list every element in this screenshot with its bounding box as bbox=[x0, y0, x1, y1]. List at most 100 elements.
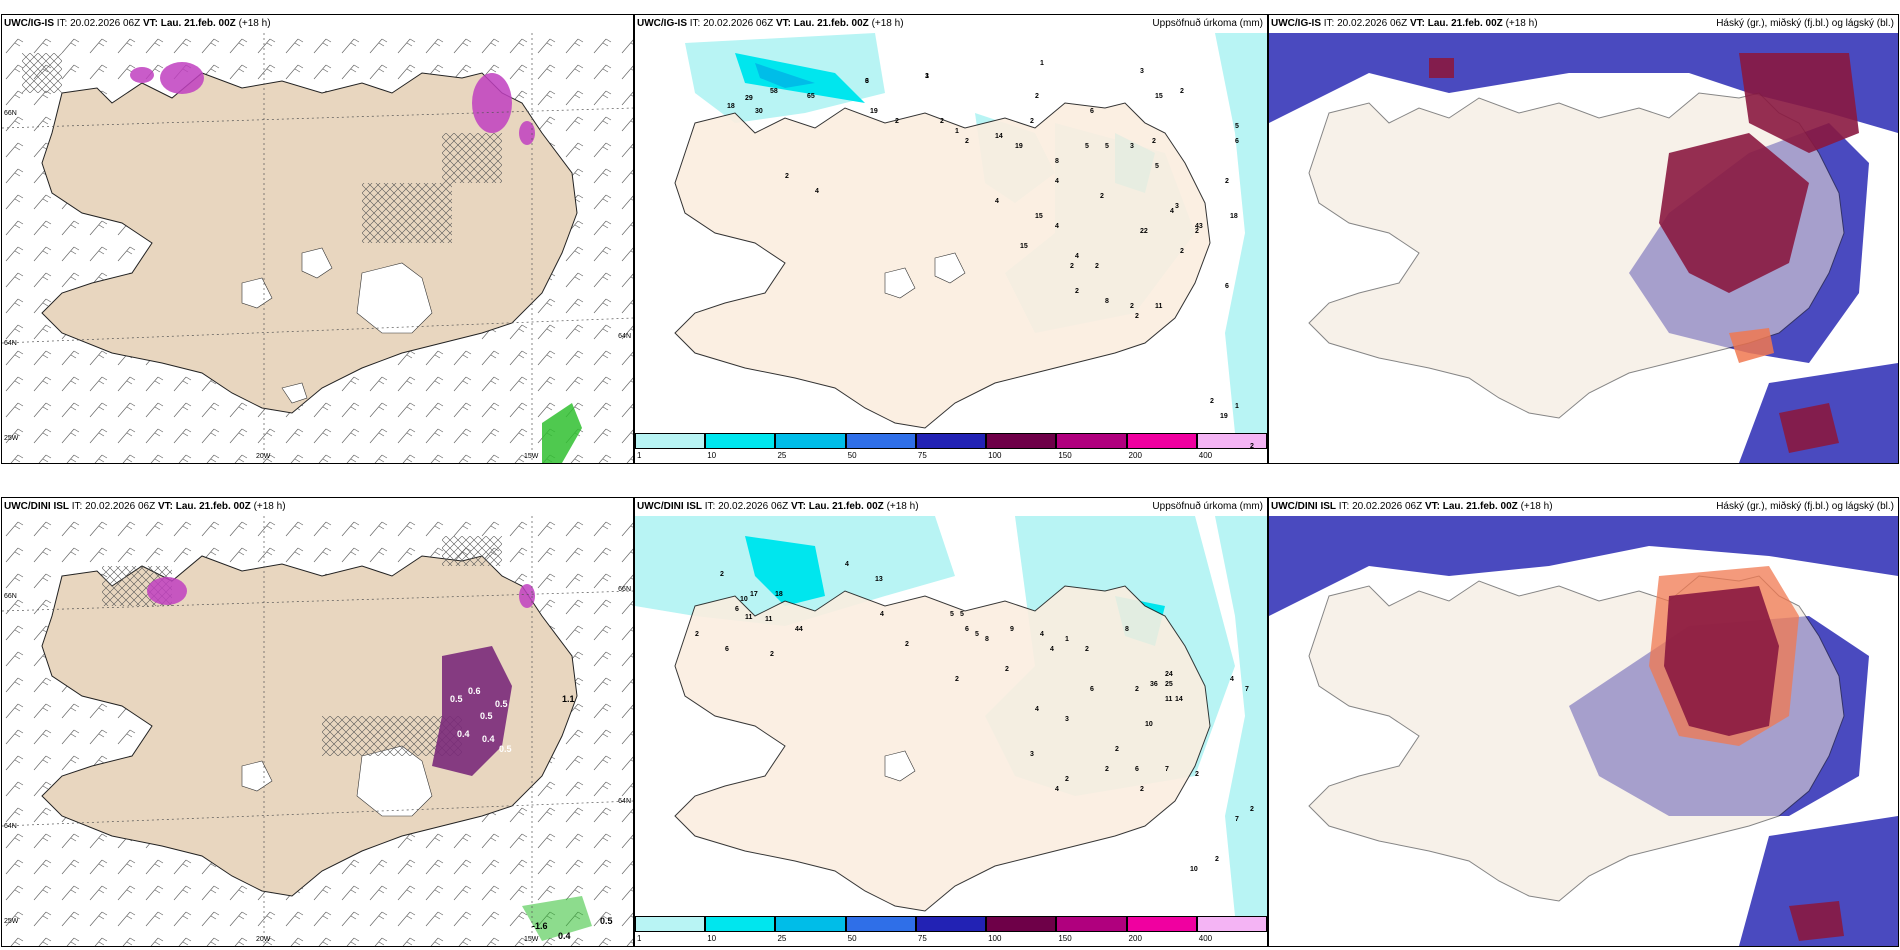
precip-value-label: 3 bbox=[865, 78, 869, 85]
precip-value-label: 2 bbox=[1180, 248, 1184, 255]
precip-value-label: 1 bbox=[1235, 403, 1239, 410]
vt-label: VT: bbox=[790, 501, 806, 512]
precip-value-label: 5 bbox=[975, 631, 979, 638]
vt-label: VT: bbox=[157, 501, 173, 512]
precip-value-label: 44 bbox=[795, 626, 803, 633]
right-lat-label-66n: 66N bbox=[618, 586, 631, 593]
precip-value-label: 2 bbox=[1030, 118, 1034, 125]
snow-value-label: 0.5 bbox=[499, 744, 512, 754]
precip-value-label: 6 bbox=[1135, 766, 1139, 773]
precip-value-label: 10 bbox=[1145, 721, 1153, 728]
precip-value-label: 5 bbox=[950, 611, 954, 618]
colorbar-tick: 10 bbox=[707, 934, 717, 943]
colorbar-tick: 10 bbox=[707, 451, 717, 460]
precip-value-label: 3 bbox=[1130, 143, 1134, 150]
it-value: 20.02.2026 06Z bbox=[1352, 501, 1423, 512]
lat-label-66n: 66N bbox=[4, 593, 17, 600]
precip-value-label: 19 bbox=[1015, 143, 1023, 150]
colorbar-swatch bbox=[635, 433, 706, 449]
colorbar-swatch bbox=[1196, 433, 1267, 449]
precip-value-label: 1 bbox=[925, 73, 929, 80]
precip-value-label: 1 bbox=[955, 128, 959, 135]
precip-value-label: 2 bbox=[1210, 398, 1214, 405]
panel-header: UWC/DINI ISL IT: 20.02.2026 06Z VT: Lau.… bbox=[635, 498, 1267, 516]
precip-value-label: 4 bbox=[1230, 676, 1234, 683]
colorbar-swatch bbox=[1056, 433, 1127, 449]
panel-header: UWC/DINI ISL IT: 20.02.2026 06Z VT: Lau.… bbox=[2, 498, 633, 516]
precip-value-label: 2 bbox=[1180, 88, 1184, 95]
panel-title: Háský (gr.), miðský (fj.bl.) og lágský (… bbox=[1716, 18, 1894, 29]
colorbar-tick: 150 bbox=[1058, 451, 1072, 460]
precip-value-label: 5 bbox=[1155, 163, 1159, 170]
precip-value-label: 1 bbox=[1040, 60, 1044, 67]
precip-value-label: 5 bbox=[1085, 143, 1089, 150]
lon-label-25w: 25W bbox=[4, 918, 19, 925]
precip-value-label: 4 bbox=[880, 611, 884, 618]
precip-value-label: 2 bbox=[1035, 93, 1039, 100]
precip-value-label: 30 bbox=[755, 108, 763, 115]
precip-value-label: 22 bbox=[1140, 228, 1148, 235]
precip-value-label: 36 bbox=[1150, 681, 1158, 688]
it-value: 20.02.2026 06Z bbox=[703, 18, 774, 29]
precip-value-label: 2 bbox=[720, 571, 724, 578]
snow-value-label: 1.1 bbox=[562, 694, 575, 704]
lon-label-20w: 20W bbox=[256, 453, 271, 460]
precip-value-label: 18 bbox=[1230, 213, 1238, 220]
panel-row1-precip: UWC/IG-IS IT: 20.02.2026 06Z VT: Lau. 21… bbox=[634, 14, 1268, 464]
panel-row2-wind: UWC/DINI ISL IT: 20.02.2026 06Z VT: Lau.… bbox=[1, 497, 634, 947]
it-value: 20.02.2026 06Z bbox=[718, 501, 789, 512]
precip-value-label: 2 bbox=[695, 631, 699, 638]
panel-row1-wind: UWC/IG-IS IT: 20.02.2026 06Z VT: Lau. 21… bbox=[1, 14, 634, 464]
vt-value: Lau. 21.feb. 00Z bbox=[1427, 18, 1503, 29]
precip-value-label: 18 bbox=[775, 591, 783, 598]
it-label: IT: bbox=[689, 18, 701, 29]
precip-value-label: 2 bbox=[1225, 178, 1229, 185]
snow-value-label: 0.4 bbox=[482, 734, 495, 744]
precip-value-label: 2 bbox=[895, 118, 899, 125]
lon-label-20w: 20W bbox=[256, 936, 271, 943]
colorbar-tick: 25 bbox=[777, 934, 787, 943]
precip-value-label: 2 bbox=[1005, 666, 1009, 673]
iceland-land bbox=[41, 555, 578, 897]
precip-value-label: 6 bbox=[1090, 108, 1094, 115]
precip-value-label: 15 bbox=[1155, 93, 1163, 100]
right-lat-label-64n: 64N bbox=[618, 798, 631, 805]
precip-value-label: 6 bbox=[1090, 686, 1094, 693]
precip-value-label: 58 bbox=[770, 88, 778, 95]
precip-value-label: 11 bbox=[745, 614, 753, 621]
lat-label-64n: 64N bbox=[4, 823, 17, 830]
precip-value-label: 19 bbox=[870, 108, 878, 115]
precip-value-label: 2 bbox=[940, 118, 944, 125]
precip-value-label: 3 bbox=[1065, 716, 1069, 723]
precip-value-label: 2 bbox=[1135, 686, 1139, 693]
colorbar-swatch bbox=[1126, 916, 1197, 932]
vt-label: VT: bbox=[142, 18, 158, 29]
precip-value-label: 2 bbox=[770, 651, 774, 658]
colorbar-tick: 400 bbox=[1198, 451, 1213, 460]
lead-time: (+18 h) bbox=[871, 18, 904, 29]
colorbar-swatch bbox=[705, 916, 776, 932]
colorbar: 1 10 25 50 75 100 150 200 400 bbox=[635, 916, 1267, 946]
panel-header: UWC/IG-IS IT: 20.02.2026 06Z VT: Lau. 21… bbox=[1269, 15, 1898, 33]
colorbar-tick: 50 bbox=[847, 934, 857, 943]
lon-label-25w: 25W bbox=[4, 435, 19, 442]
colorbar-tick: 200 bbox=[1128, 451, 1142, 460]
precip-value-label: 2 bbox=[1070, 263, 1074, 270]
precip-value-label: 2 bbox=[1105, 766, 1109, 773]
snow-value-label: 0.5 bbox=[450, 694, 463, 704]
snow-value-label: 0.4 bbox=[558, 931, 571, 941]
colorbar-swatch bbox=[915, 916, 987, 932]
precip-value-label: 10 bbox=[1190, 866, 1198, 873]
colorbar-swatch bbox=[775, 916, 846, 932]
panel-header: UWC/IG-IS IT: 20.02.2026 06Z VT: Lau. 21… bbox=[635, 15, 1267, 33]
precip-value-label: 65 bbox=[807, 93, 815, 100]
precip-value-label: 11 bbox=[765, 616, 773, 623]
precip-value-label: 3 bbox=[1030, 751, 1034, 758]
map-canvas bbox=[635, 516, 1267, 916]
colorbar-swatch bbox=[1196, 916, 1267, 932]
map-canvas bbox=[1269, 516, 1898, 946]
it-label: IT: bbox=[704, 501, 716, 512]
colorbar-tick: 100 bbox=[988, 934, 1002, 943]
colorbar: 1 10 25 50 75 100 150 200 400 bbox=[635, 433, 1267, 463]
lat-label-66n: 66N bbox=[4, 110, 17, 117]
